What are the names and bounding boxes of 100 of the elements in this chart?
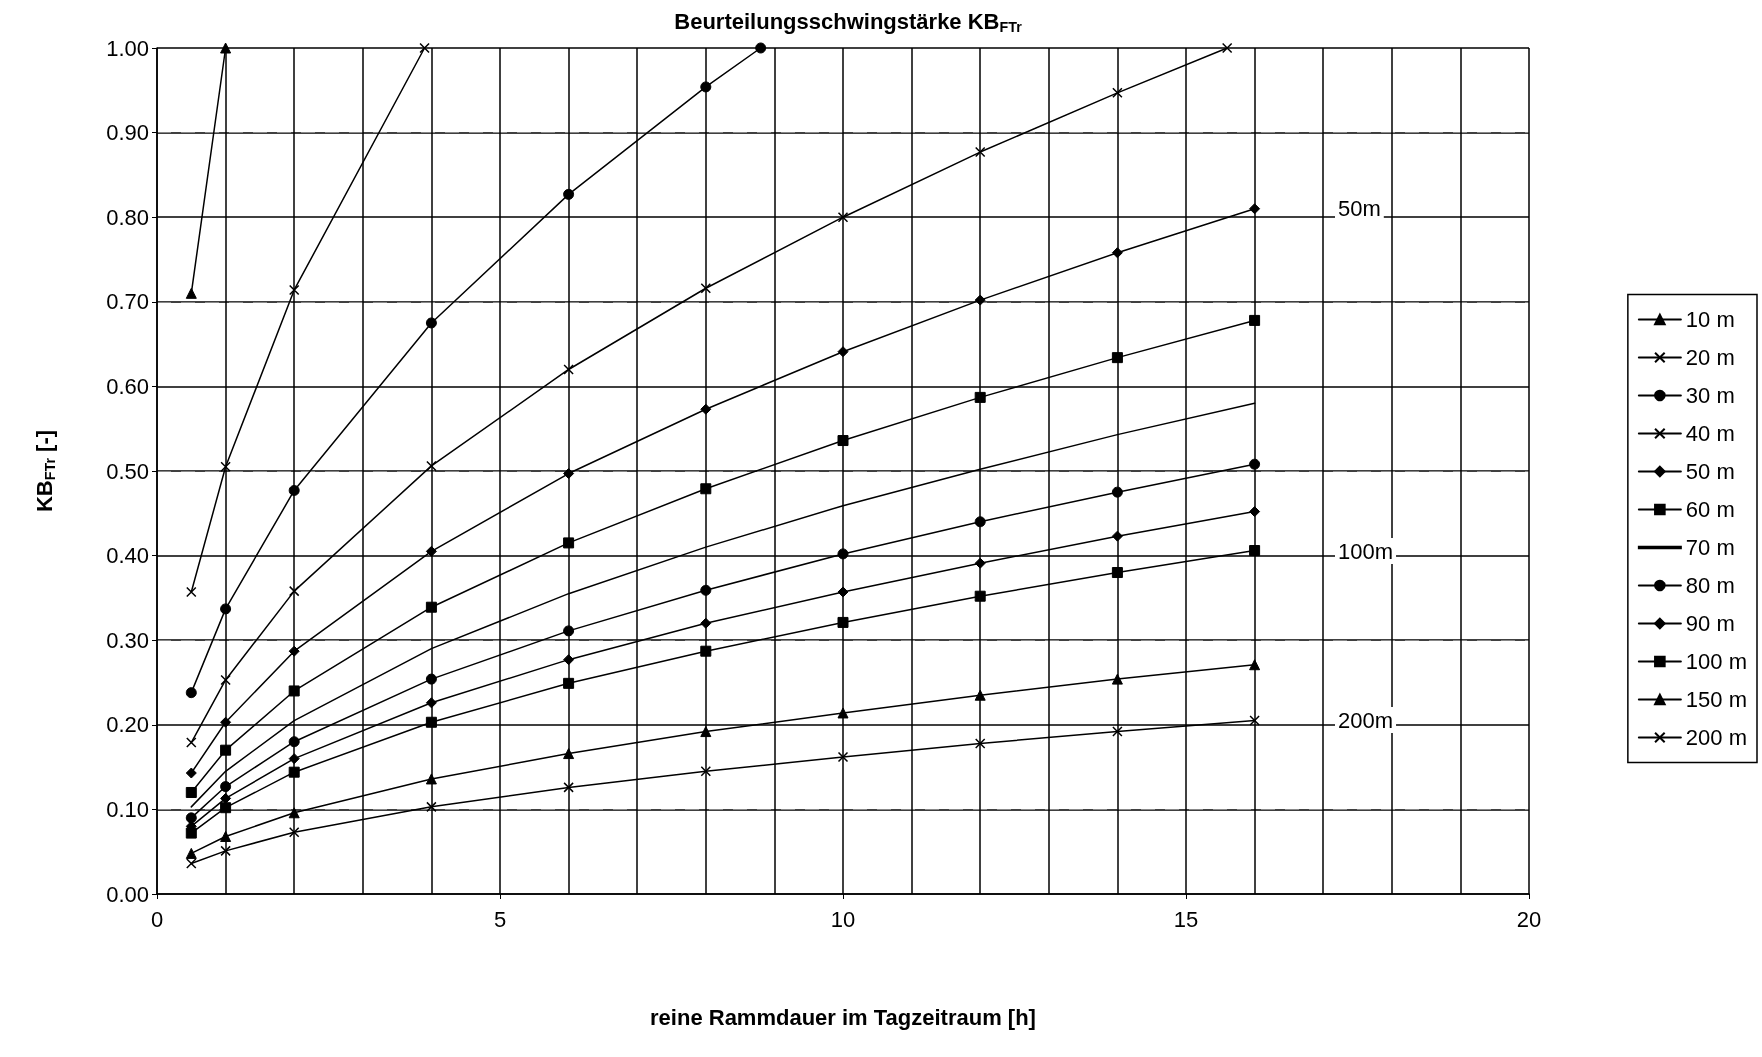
point <box>700 766 712 777</box>
point <box>700 726 712 738</box>
point <box>426 801 437 813</box>
point <box>837 548 849 560</box>
point <box>563 782 574 793</box>
point <box>1111 352 1123 364</box>
y-tick-label: 0.90 <box>106 120 149 146</box>
point <box>1249 659 1261 671</box>
point <box>974 689 986 701</box>
point <box>563 537 575 549</box>
point <box>220 716 232 728</box>
point <box>220 674 231 686</box>
point <box>288 766 300 778</box>
x-tick-label: 0 <box>150 906 164 932</box>
point <box>974 557 986 569</box>
point <box>185 847 197 859</box>
point <box>974 391 986 403</box>
legend-label: 30 m <box>1685 383 1735 408</box>
point <box>425 697 437 709</box>
point <box>220 845 231 857</box>
point <box>288 736 300 748</box>
y-tick-label: 0.50 <box>106 458 149 484</box>
point <box>185 786 197 798</box>
point <box>1111 673 1123 685</box>
legend-label: 200 m <box>1685 725 1748 750</box>
point <box>1249 506 1261 518</box>
point <box>837 211 849 223</box>
y-tick-label: 0.00 <box>106 881 149 907</box>
y-tick-label: 0.20 <box>106 712 149 738</box>
annotation: 100m <box>1338 538 1394 564</box>
point <box>1249 314 1261 326</box>
point <box>1112 87 1123 99</box>
point <box>185 812 197 824</box>
y-tick-label: 0.10 <box>106 796 149 822</box>
point <box>1249 715 1260 726</box>
point <box>563 677 575 689</box>
point <box>700 645 712 657</box>
point <box>700 584 712 596</box>
point <box>425 317 437 329</box>
point <box>288 753 300 765</box>
point <box>186 858 197 869</box>
x-axis-title: reine Rammdauer im Tagzeitraum [h] <box>650 1004 1036 1030</box>
point <box>700 617 712 629</box>
point <box>1112 726 1123 737</box>
point <box>837 616 849 628</box>
point <box>288 685 300 697</box>
x-tick-label: 10 <box>830 906 856 932</box>
point <box>974 738 986 749</box>
point <box>563 654 575 666</box>
point <box>425 716 437 728</box>
point <box>755 42 767 54</box>
point <box>185 827 197 839</box>
point <box>1221 42 1233 54</box>
y-tick-label: 0.40 <box>106 543 149 569</box>
point <box>1111 247 1123 259</box>
point <box>185 687 197 699</box>
legend-label: 10 m <box>1685 307 1735 332</box>
point <box>220 830 232 842</box>
point <box>426 460 437 472</box>
point <box>700 283 712 294</box>
point <box>186 737 197 748</box>
point <box>288 645 300 657</box>
point <box>425 545 437 557</box>
legend-label: 80 m <box>1685 573 1735 598</box>
x-tick-label: 20 <box>1516 906 1542 932</box>
y-tick-label: 1.00 <box>106 35 149 61</box>
y-tick-label: 0.60 <box>106 373 149 399</box>
point <box>563 748 575 760</box>
legend-label: 70 m <box>1685 535 1735 560</box>
point <box>419 42 430 54</box>
point <box>700 403 712 415</box>
y-tick-label: 0.80 <box>106 204 149 230</box>
x-tick-label: 5 <box>493 906 507 932</box>
point <box>837 751 849 763</box>
point <box>288 826 300 838</box>
point <box>186 586 197 598</box>
point <box>288 585 300 597</box>
point <box>220 792 232 804</box>
point <box>563 625 575 637</box>
point <box>1111 486 1123 498</box>
y-tick-label: 0.30 <box>106 627 149 653</box>
point <box>974 590 986 602</box>
point <box>837 435 849 447</box>
point <box>1249 458 1261 470</box>
point <box>563 188 575 200</box>
legend-label: 90 m <box>1685 611 1735 636</box>
point <box>220 781 232 793</box>
point <box>837 586 849 598</box>
point <box>220 603 232 615</box>
point <box>837 707 849 719</box>
point <box>1249 545 1261 557</box>
point <box>425 673 437 685</box>
point <box>563 468 575 480</box>
point <box>425 601 437 613</box>
point <box>1111 530 1123 542</box>
legend-label: 40 m <box>1685 421 1735 446</box>
point <box>837 346 849 358</box>
point <box>220 461 231 473</box>
point <box>700 483 712 495</box>
point <box>1111 567 1123 579</box>
